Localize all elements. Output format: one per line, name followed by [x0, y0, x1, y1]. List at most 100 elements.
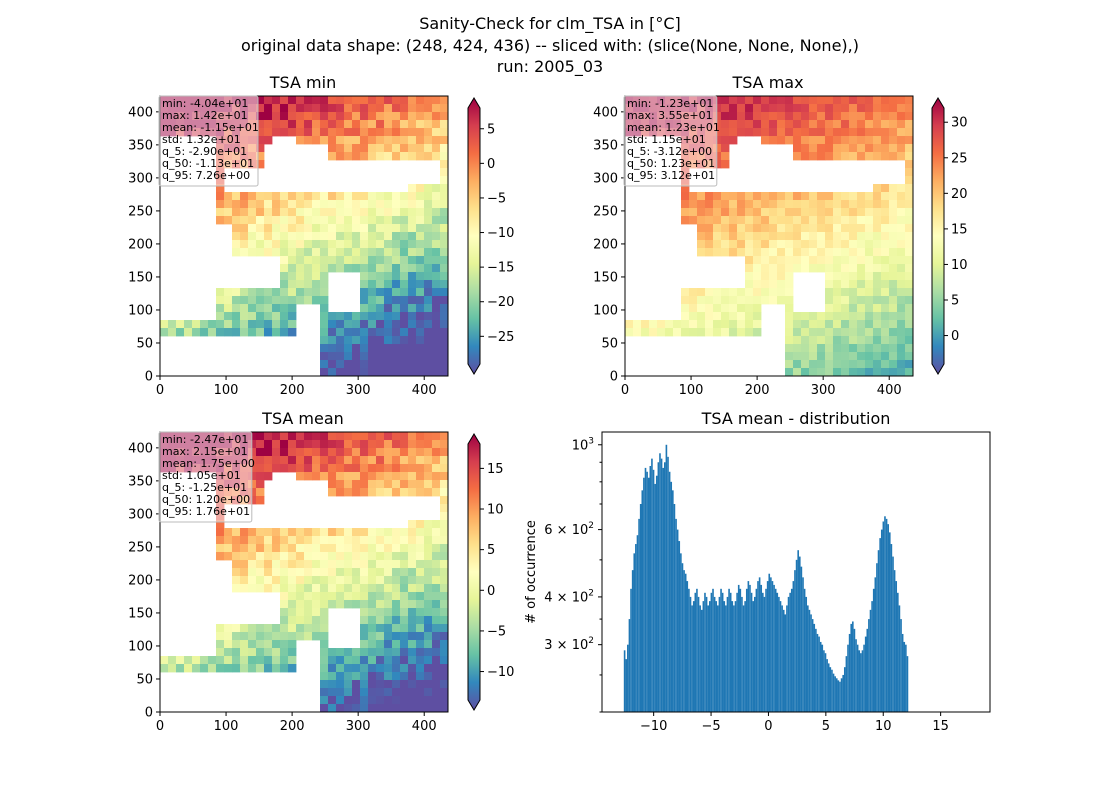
map-cell — [825, 304, 834, 313]
histogram-bar — [843, 667, 846, 712]
map-cell — [288, 592, 297, 601]
map-cell — [248, 528, 257, 537]
map-cell — [344, 104, 353, 113]
map-cell — [432, 560, 441, 569]
map-cell — [416, 672, 425, 681]
map-cell — [312, 584, 321, 593]
map-cell — [400, 656, 409, 665]
map-cell — [360, 464, 369, 473]
map-cell — [721, 112, 730, 121]
map-cell — [216, 552, 225, 561]
map-cell — [352, 96, 361, 105]
map-cell — [705, 192, 714, 201]
map-cell — [408, 272, 417, 281]
map-cell — [673, 328, 682, 337]
map-cell — [312, 456, 321, 465]
map-cell — [769, 272, 778, 281]
map-cell — [352, 560, 361, 569]
map-cell — [729, 248, 738, 257]
map-cell — [336, 192, 345, 201]
x-tick-label: −5 — [701, 719, 720, 734]
histogram-bar — [827, 663, 830, 712]
map-cell — [793, 352, 802, 361]
map-cell — [384, 232, 393, 241]
map-cell — [248, 240, 257, 249]
map-cell — [304, 128, 313, 137]
map-cell — [296, 216, 305, 225]
map-cell — [376, 312, 385, 321]
map-cell — [312, 448, 321, 457]
map-cell — [681, 216, 690, 225]
map-cell — [416, 104, 425, 113]
map-cell — [432, 488, 441, 497]
map-cell — [729, 136, 738, 145]
map-cell — [328, 480, 337, 489]
map-cell — [729, 224, 738, 233]
map-cell — [408, 184, 417, 193]
map-cell — [817, 208, 826, 217]
map-cell — [881, 312, 890, 321]
map-cell — [312, 128, 321, 137]
map-cell — [849, 200, 858, 209]
map-cell — [352, 432, 361, 441]
map-cell — [889, 272, 898, 281]
y-tick-label: 200 — [128, 573, 153, 588]
stats-line: q_50: 1.23e+01 — [627, 157, 715, 170]
histogram-bar — [721, 592, 724, 712]
map-cell — [344, 544, 353, 553]
map-cell — [424, 344, 433, 353]
map-cell — [296, 256, 305, 265]
histogram-bar — [766, 581, 769, 712]
map-cell — [905, 208, 914, 217]
map-cell — [857, 336, 866, 345]
histogram-bar — [781, 605, 783, 712]
map-cell — [841, 144, 850, 153]
map-cell — [416, 536, 425, 545]
map-cell — [344, 680, 353, 689]
map-cell — [296, 560, 305, 569]
map-cell — [432, 360, 441, 369]
map-cell — [392, 464, 401, 473]
map-cell — [288, 240, 297, 249]
histogram-bar — [652, 469, 655, 712]
map-cell — [416, 608, 425, 617]
map-cell — [721, 320, 730, 329]
map-cell — [344, 264, 353, 273]
map-cell — [769, 216, 778, 225]
histogram-bar — [866, 628, 869, 712]
map-cell — [801, 128, 810, 137]
histogram-bar — [710, 592, 713, 712]
map-cell — [224, 320, 233, 329]
map-cell — [408, 264, 417, 273]
map-cell — [264, 440, 273, 449]
map-cell — [897, 144, 906, 153]
map-cell — [793, 224, 802, 233]
map-cell — [881, 112, 890, 121]
map-cell — [344, 240, 353, 249]
map-cell — [288, 616, 297, 625]
map-cell — [689, 312, 698, 321]
map-cell — [801, 208, 810, 217]
histogram-bar — [850, 623, 853, 712]
map-cell — [256, 200, 265, 209]
map-cell — [280, 464, 289, 473]
histogram-bar — [789, 592, 791, 712]
map-cell — [761, 200, 770, 209]
map-cell — [352, 200, 361, 209]
map-cell — [897, 232, 906, 241]
map-cell — [825, 240, 834, 249]
map-cell — [312, 216, 321, 225]
histogram-bar — [834, 676, 836, 712]
map-cell — [857, 216, 866, 225]
stats-line: std: 1.15e+01 — [627, 133, 706, 146]
map-cell — [897, 336, 906, 345]
map-cell — [857, 328, 866, 337]
map-cell — [905, 144, 914, 153]
map-cell — [376, 648, 385, 657]
map-cell — [384, 320, 393, 329]
map-cell — [376, 680, 385, 689]
map-cell — [841, 200, 850, 209]
y-tick-label: 400 — [593, 105, 618, 120]
map-cell — [432, 536, 441, 545]
map-cell — [785, 328, 794, 337]
